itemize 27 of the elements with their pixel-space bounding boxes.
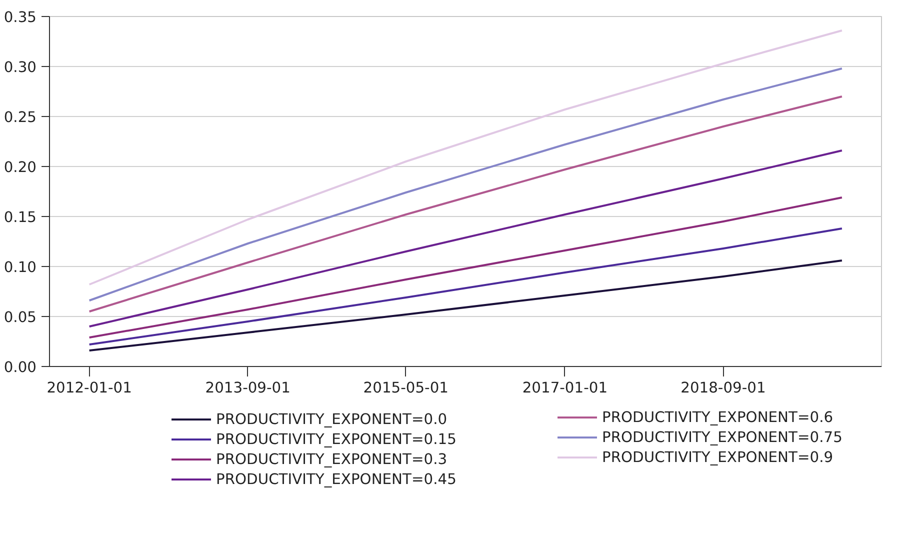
line-series	[88, 68, 843, 302]
y-tick-label: 0.25	[4, 109, 37, 126]
x-tick-label: 2013-09-01	[205, 380, 290, 396]
y-tick-label: 0.20	[4, 159, 37, 176]
y-tick-label: 0.00	[4, 359, 37, 376]
y-tick-label: 0.05	[4, 309, 37, 326]
x-tick-label: 2012-01-01	[46, 380, 132, 396]
y-tick-label: 0.15	[4, 209, 37, 226]
x-tick-label: 2017-01-01	[522, 380, 608, 396]
line-series	[88, 228, 843, 346]
legend-label: PRODUCTIVITY_EXPONENT=0.0	[216, 410, 448, 428]
legend-label: PRODUCTIVITY_EXPONENT=0.45	[216, 470, 456, 488]
x-tick-label: 2015-05-01	[363, 380, 448, 396]
x-tick-label: 2018-09-01	[680, 380, 766, 396]
legend-label: PRODUCTIVITY_EXPONENT=0.6	[602, 408, 834, 426]
y-tick-label: 0.30	[4, 59, 37, 76]
line-series	[88, 96, 843, 312]
line-series	[88, 196, 843, 338]
legend-label: PRODUCTIVITY_EXPONENT=0.75	[602, 428, 842, 446]
legend-label: PRODUCTIVITY_EXPONENT=0.9	[602, 448, 834, 466]
y-tick-label: 0.10	[4, 259, 37, 276]
legend-label: PRODUCTIVITY_EXPONENT=0.3	[216, 450, 448, 468]
line-series	[88, 260, 843, 352]
line-series	[88, 30, 843, 286]
legend-label: PRODUCTIVITY_EXPONENT=0.15	[216, 430, 456, 448]
y-tick-label: 0.35	[4, 9, 37, 26]
line-series	[88, 150, 843, 328]
